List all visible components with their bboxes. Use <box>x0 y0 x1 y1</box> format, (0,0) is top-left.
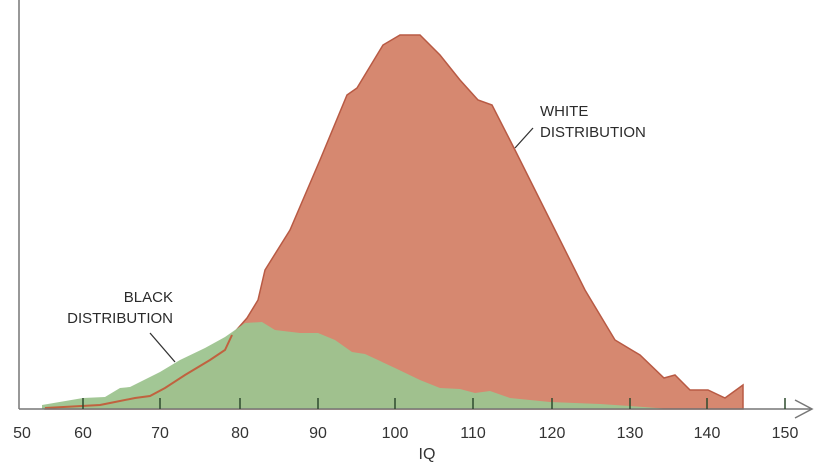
tick-label: 70 <box>151 425 169 442</box>
tick-label: 100 <box>382 425 409 442</box>
x-axis-tick-labels: 50 60 70 80 90 100 110 120 130 140 150 <box>13 425 798 442</box>
white-annotation-line2: DISTRIBUTION <box>540 124 646 141</box>
tick-label: 110 <box>460 425 486 442</box>
white-distribution-tail-line <box>44 334 233 409</box>
x-axis-ticks <box>82 398 786 409</box>
tick-label: 120 <box>539 425 566 442</box>
black-distribution-area <box>42 322 670 409</box>
white-annotation-line1: WHITE <box>540 103 588 120</box>
white-distribution-area <box>44 34 744 410</box>
black-annotation-line2: DISTRIBUTION <box>67 310 173 327</box>
tick-label: 80 <box>231 425 249 442</box>
x-axis-arrow-icon <box>794 399 814 419</box>
black-annotation-leader <box>149 332 176 363</box>
tick-label: 130 <box>617 425 644 442</box>
tick-label: 150 <box>772 425 799 442</box>
tick-label: 140 <box>694 425 721 442</box>
white-annotation-leader <box>514 127 534 149</box>
tick-label: 90 <box>309 425 327 442</box>
tick-label: 50 <box>13 425 31 442</box>
x-axis-label: IQ <box>419 446 436 463</box>
tick-label: 60 <box>74 425 92 442</box>
black-annotation-line1: BLACK <box>124 289 173 306</box>
